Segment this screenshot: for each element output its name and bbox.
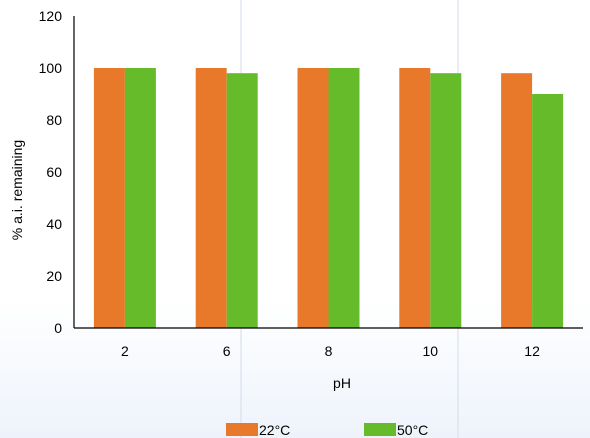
legend-swatch xyxy=(364,423,396,436)
x-tick-label: 10 xyxy=(423,343,439,359)
bar-series1-6 xyxy=(195,68,227,328)
y-tick-label: 40 xyxy=(46,216,62,232)
bar-series2-2 xyxy=(124,68,156,328)
x-tick-labels: 2 6 8 10 12 xyxy=(121,343,540,359)
y-tick-label: 60 xyxy=(46,164,62,180)
y-axis-title: % a.i. remaining xyxy=(9,140,25,240)
bar-series2-8 xyxy=(328,68,360,328)
x-tick-label: 6 xyxy=(223,343,231,359)
bar-series2-10 xyxy=(430,73,462,328)
x-tick-label: 2 xyxy=(121,343,129,359)
bar-series2-6 xyxy=(226,73,258,328)
bar-series2-12 xyxy=(532,94,564,328)
x-axis-title: pH xyxy=(333,375,351,391)
y-tick-label: 20 xyxy=(46,268,62,284)
legend-label: 50°C xyxy=(397,422,428,438)
legend-swatch xyxy=(226,423,258,436)
y-tick-label: 80 xyxy=(46,112,62,128)
y-tick-label: 0 xyxy=(54,320,62,336)
legend-label: 22°C xyxy=(259,422,290,438)
x-tick-label: 8 xyxy=(325,343,333,359)
bar-series1-2 xyxy=(93,68,125,328)
bar-series1-8 xyxy=(297,68,329,328)
x-tick-label: 12 xyxy=(524,343,540,359)
y-tick-label: 100 xyxy=(39,60,63,76)
bar-series1-12 xyxy=(501,73,533,328)
bar-series1-10 xyxy=(399,68,431,328)
bars-group xyxy=(93,68,564,328)
y-tick-labels: 0 20 40 60 80 100 120 xyxy=(39,8,63,336)
y-tick-label: 120 xyxy=(39,8,63,24)
legend: 22°C 50°C xyxy=(226,422,428,438)
